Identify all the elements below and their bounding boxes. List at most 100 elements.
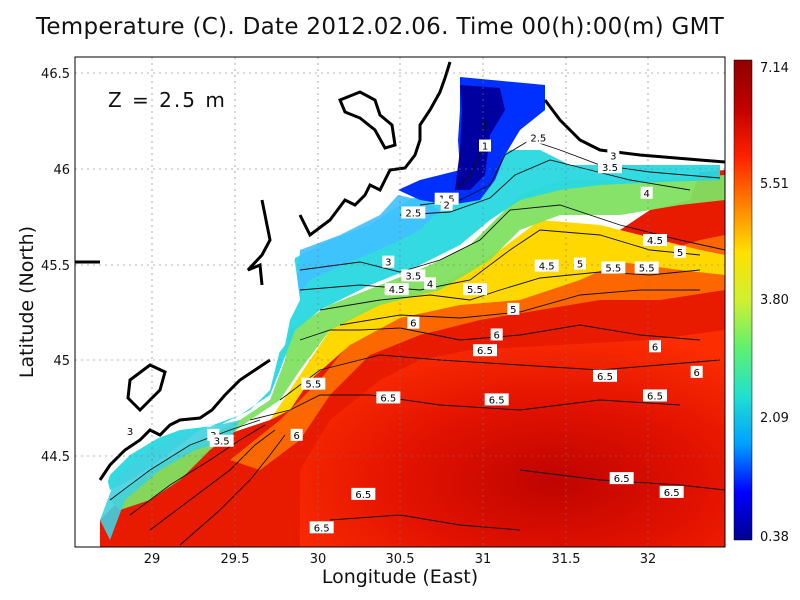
contour-label-box [401,206,426,219]
contour-label-text: 3.5 [405,271,421,282]
coastline-peninsula [126,363,167,413]
contour-label-text: 3.5 [602,163,618,174]
contour-label-box [424,277,436,290]
contour-label: 4 [424,277,436,290]
contour-label-text: 4.5 [539,262,555,273]
colorbar-tick-label: 0.38 [760,530,789,545]
contour-label-box [649,340,661,353]
contour-label-text: 3 [610,151,616,162]
sea-light-blue [295,195,440,300]
contour-label-text: 5 [677,248,683,259]
contour-label-box [593,369,617,382]
contour-label-text: 6.5 [314,523,330,534]
chart-title: Temperature (C). Date 2012.02.06. Time 0… [35,14,725,40]
contour-label: 3.5 [598,161,622,174]
contour-label-box [490,328,503,341]
contour-label-box [384,283,409,296]
x-tick-labels: 29 29.5 30 30.5 31 31.5 32 [144,552,657,567]
contour-label-text: 6.5 [614,474,630,485]
contour-label-text: 3 [127,427,133,438]
contour-label-text: 2.5 [530,134,546,145]
contour-label: 5 [507,302,520,316]
contour-label-text: 4.5 [389,285,405,296]
x-tick-label: 30 [310,552,327,567]
contour-label-text: 6 [493,330,499,341]
contour-label: 6 [649,340,661,353]
sea-green-band [110,175,725,510]
contour-label-text: 6 [652,342,658,353]
contour-label: 6 [290,428,303,442]
contour-label-text: 2 [443,201,449,212]
contour-label-text: 1 [482,142,488,153]
contour-label: 6 [407,316,420,330]
contour-label-box [124,424,136,437]
contour-label-box [659,485,684,498]
colorbar-tick-label: 3.80 [760,293,789,308]
x-axis-label: Longitude (East) [321,566,479,588]
colorbar-tick-label: 7.14 [760,61,789,76]
contour-label-text: 5.5 [467,285,483,296]
colorbar-tick-labels: 7.14 5.51 3.80 2.09 0.38 [760,61,789,545]
contour-label-box [479,139,491,152]
contour-label-box [376,391,401,404]
contour-label-text: 6.5 [647,391,663,402]
contour-label-box [607,149,620,162]
contour-label-text: 5.5 [605,264,621,275]
y-axis-label: Latitude (North) [16,226,38,378]
contour-label-text: 6.5 [380,393,396,404]
contour-label-box [601,261,626,274]
sea-hot-core [300,330,725,547]
contour-label: 2.5 [526,131,551,145]
contour-label: 6.5 [609,472,634,485]
contour-label: 3.5 [401,269,426,282]
contour-label-text: 3.5 [214,437,230,448]
sea-yellow-band [270,220,725,420]
y-tick-label: 45 [53,354,70,369]
contour-label-text: 6.5 [477,346,493,357]
contour-label: 5 [674,245,686,259]
contour-label-box [401,269,426,282]
contour-label-box [574,257,586,270]
colorbar-tick-label: 2.09 [760,411,789,426]
contour-label-box [440,198,453,211]
contour-label-box [598,161,622,174]
contour-label-box [484,393,509,406]
coastline [75,61,452,481]
contour-label-text: 5.5 [639,264,655,275]
contour-label-text: 3 [385,258,391,269]
contour-label: 6 [490,328,503,341]
colorbar [733,59,753,541]
contour-label-text: 4 [427,279,433,290]
y-tick-labels: 44.5 45 45.5 46 46.5 [41,67,70,465]
contour-label: 4.5 [384,283,409,296]
contour-label-text: 6.5 [664,488,680,499]
contour-label: 6.5 [376,391,401,404]
contour-labels: 11.522.52.533.533.544.55.5544.555.55.54.… [124,131,703,534]
x-tick-label: 29 [144,552,161,567]
contour-label: 3.5 [209,434,234,448]
contour-label-box [209,434,234,447]
contour-label-box [301,377,326,390]
contour-label-text: 2.5 [405,208,421,219]
contour-label-box [309,521,334,534]
sea-blue-south [100,420,240,540]
contour-label-text: 6 [293,431,299,442]
contour-label-box [643,234,667,247]
contour-label-text: 5 [510,305,516,316]
contour-label: 6.5 [484,393,509,406]
temperature-field: 11.522.52.533.533.544.55.5544.555.55.54.… [75,57,725,547]
contour-label-box [640,186,653,199]
contour-label: 1 [479,139,491,153]
x-tick-label: 31 [475,552,492,567]
coastline-lagoon [338,90,397,150]
contour-label: 6.5 [473,344,497,357]
land-gap-north [545,57,725,160]
contour-label-text: 4.5 [647,236,663,247]
contour-label: 5.5 [463,283,487,296]
x-tick-label: 31.5 [552,552,581,567]
contour-label: 5.5 [301,377,326,391]
y-tick-label: 46.5 [41,67,70,82]
x-tick-label: 30.5 [386,552,415,567]
grid-lines [75,57,725,547]
